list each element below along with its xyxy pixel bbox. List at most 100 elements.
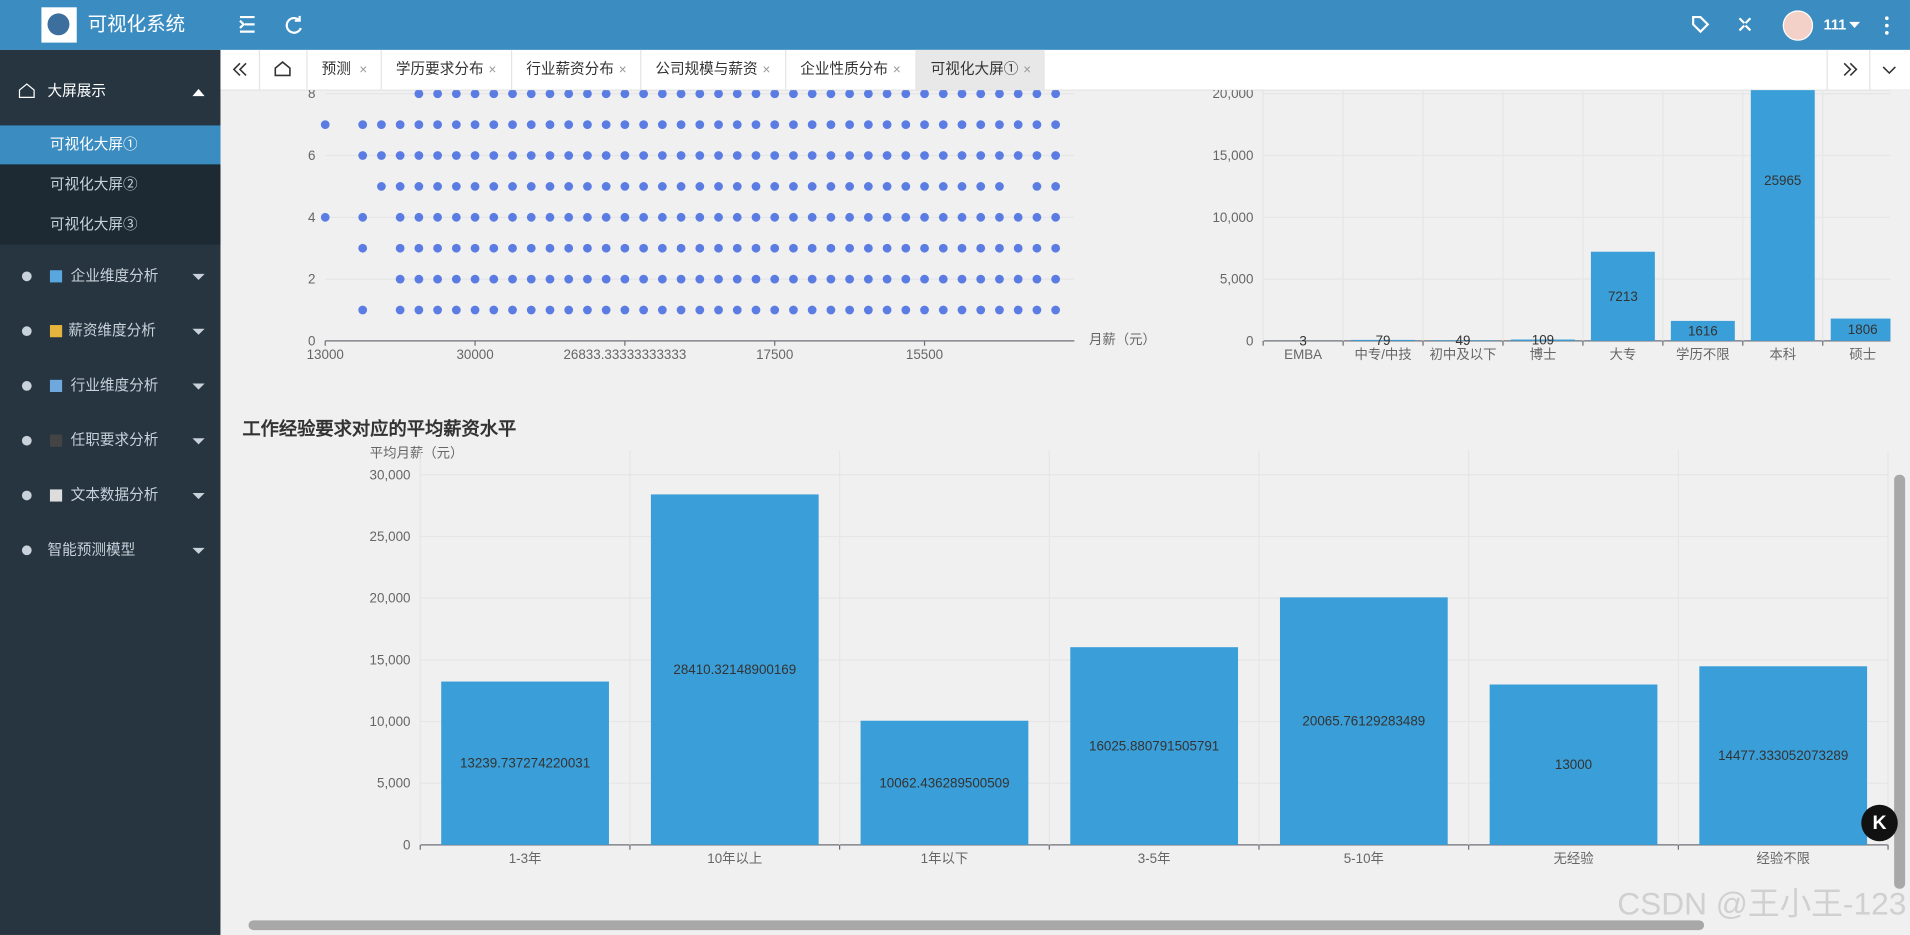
scatter-point <box>414 182 424 191</box>
scatter-point <box>676 90 686 99</box>
menu-group[interactable]: 文本数据分析 <box>71 486 159 503</box>
scatter-point <box>938 90 948 99</box>
scatter-point <box>938 274 948 284</box>
scatter-point <box>1051 305 1061 315</box>
tag-icon[interactable] <box>1692 15 1710 34</box>
x-tick-label: 5-10年 <box>1344 851 1384 866</box>
h-scroll-thumb[interactable] <box>248 920 1705 931</box>
menu-group[interactable]: 行业维度分析 <box>71 377 159 394</box>
user-name[interactable]: 111 <box>1823 18 1846 34</box>
x-tick-label: 初中及以下 <box>1430 347 1497 362</box>
bar <box>1830 318 1891 341</box>
y-axis-name: 平均月薪（元） <box>370 445 464 460</box>
scatter-point <box>639 243 648 253</box>
tab[interactable]: 行业薪资分布 <box>526 60 614 77</box>
tab-nav[interactable] <box>232 61 1896 77</box>
scatter-point <box>433 182 442 191</box>
tab-close[interactable]: × <box>619 62 627 77</box>
bar <box>1510 339 1575 341</box>
tab[interactable]: 预测 <box>322 60 351 77</box>
menu-item[interactable]: 可视化大屏③ <box>50 216 138 233</box>
scatter-point <box>845 151 855 160</box>
tab[interactable]: 公司规模与薪资 <box>655 60 757 77</box>
tab-close[interactable]: × <box>763 62 771 77</box>
scatter-point <box>807 120 817 130</box>
y-tick-label: 5,000 <box>377 776 410 791</box>
y-tick-label: 5,000 <box>1220 272 1253 287</box>
scatter-point <box>358 120 368 130</box>
x-tick-label: EMBA <box>1284 347 1322 362</box>
scatter-point <box>377 120 386 130</box>
scatter-point <box>676 182 686 191</box>
data-label: 49 <box>1456 333 1471 348</box>
tab-close[interactable]: × <box>488 62 496 77</box>
scatter-point <box>845 305 855 315</box>
menu-carets <box>192 273 205 554</box>
scatter-point <box>751 305 761 315</box>
tab-close[interactable]: × <box>893 62 901 77</box>
scatter-point <box>470 120 480 130</box>
menu-group[interactable]: 大屏展示 <box>48 82 106 99</box>
scatter-point <box>695 305 705 315</box>
avatar[interactable] <box>1782 10 1814 41</box>
scatter-point <box>433 120 442 130</box>
scatter-point <box>714 274 723 284</box>
tab[interactable]: 学历要求分布 <box>396 60 484 77</box>
bar <box>1351 339 1416 341</box>
scatter-point <box>901 305 911 315</box>
scatter-point <box>751 182 761 191</box>
scatter-point <box>676 274 686 284</box>
scatter-point <box>882 274 892 284</box>
scatter-point <box>976 274 986 284</box>
fullscreen-icon[interactable] <box>1738 17 1752 32</box>
scatter-point <box>751 90 761 99</box>
v-scroll-thumb[interactable] <box>1894 474 1906 889</box>
scatter-point <box>920 305 929 315</box>
menu-group[interactable]: 企业维度分析 <box>71 266 159 284</box>
collapse-icon[interactable] <box>239 15 255 33</box>
x-axis-name: 月薪（元） <box>1089 332 1156 347</box>
float-button[interactable] <box>1861 804 1898 842</box>
scatter-point <box>714 151 723 160</box>
scatter-point <box>489 120 499 130</box>
scatter-point <box>451 212 461 222</box>
scatter-point <box>1032 243 1042 253</box>
more-icon[interactable] <box>1885 16 1889 35</box>
scatter-point <box>1051 274 1061 284</box>
scatter-point <box>1051 90 1061 99</box>
scatter-point <box>882 151 892 160</box>
tab-close[interactable]: × <box>1023 62 1031 77</box>
scatter-point <box>957 120 967 130</box>
scatter-point <box>657 151 667 160</box>
menu-group[interactable]: 智能预测模型 <box>48 541 136 558</box>
scatter-point <box>789 212 798 222</box>
expand-caret <box>192 88 205 97</box>
tab-close[interactable]: × <box>359 62 367 77</box>
active-item <box>0 125 221 165</box>
tab[interactable]: 企业性质分布 <box>800 59 888 77</box>
scatter-point <box>526 151 536 160</box>
menu-item[interactable]: 可视化大屏② <box>50 176 138 193</box>
scatter-point <box>845 274 855 284</box>
scatter-point <box>882 305 892 315</box>
scatter-point <box>395 274 405 284</box>
x-tick-label: 30000 <box>456 347 493 362</box>
data-label: 13239.737274220031 <box>460 756 590 771</box>
scatter-point <box>1051 243 1061 253</box>
menu-group[interactable]: 薪资维度分析 <box>68 322 156 339</box>
menu-group[interactable]: 任职要求分析 <box>71 432 159 449</box>
menu-item[interactable]: 可视化大屏① <box>50 136 138 153</box>
toolbar-icons[interactable] <box>239 15 1752 34</box>
float-button-icon[interactable]: K <box>1872 812 1886 834</box>
scatter-point <box>920 212 929 222</box>
bar <box>860 720 1029 845</box>
data-label: 20065.76129283489 <box>1302 714 1425 729</box>
refresh-icon[interactable] <box>285 15 302 34</box>
scatter-point <box>995 90 1004 99</box>
scatter-point <box>414 120 424 130</box>
scatter-point <box>789 274 798 284</box>
scatter-point <box>508 212 517 222</box>
scatter-point <box>639 90 648 99</box>
tab[interactable]: 可视化大屏① <box>931 60 1019 77</box>
scatter-point <box>826 212 836 222</box>
